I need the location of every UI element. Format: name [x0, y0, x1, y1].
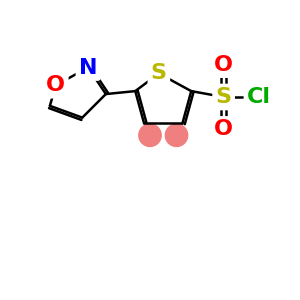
Text: O: O — [46, 75, 65, 95]
Text: S: S — [151, 63, 167, 83]
Text: O: O — [214, 55, 233, 75]
Text: O: O — [214, 119, 233, 140]
Text: S: S — [216, 87, 232, 107]
Circle shape — [165, 124, 188, 146]
Text: Cl: Cl — [247, 87, 271, 107]
Circle shape — [139, 124, 161, 146]
Text: N: N — [79, 58, 98, 78]
